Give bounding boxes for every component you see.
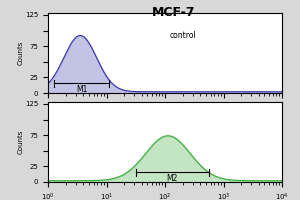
Y-axis label: Counts: Counts xyxy=(18,41,24,65)
Text: MCF-7: MCF-7 xyxy=(152,6,196,19)
Text: M1: M1 xyxy=(76,85,87,94)
Text: control: control xyxy=(170,31,196,40)
Y-axis label: Counts: Counts xyxy=(18,130,24,154)
Text: M2: M2 xyxy=(167,174,178,183)
